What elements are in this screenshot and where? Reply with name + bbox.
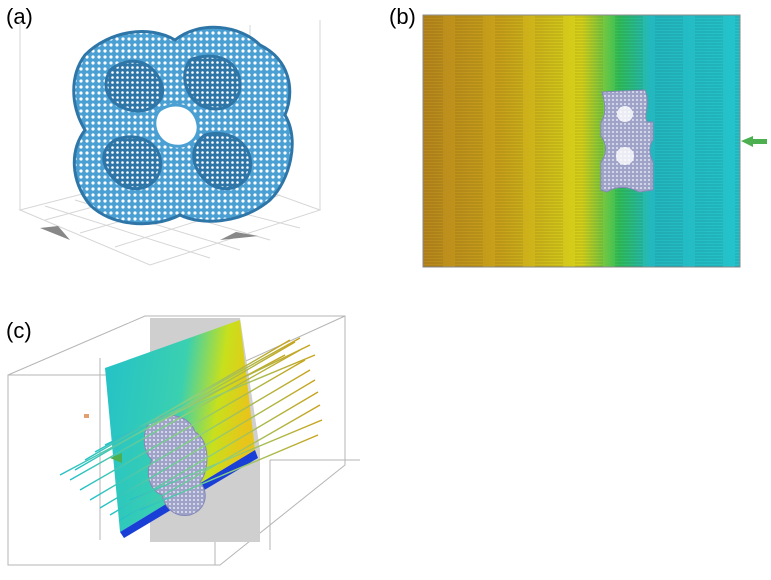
flow-field-top-view xyxy=(422,14,767,268)
gyroid-lattice xyxy=(72,25,294,226)
marker xyxy=(84,414,89,418)
gyroid-lattice-render xyxy=(18,20,322,266)
panel-label-a: (a) xyxy=(6,4,33,29)
flow-field-3d-view xyxy=(7,315,360,566)
lattice-cross-section xyxy=(600,89,654,193)
flow-field-3d-panel xyxy=(0,310,400,575)
inlet-arrow-icon xyxy=(741,136,767,147)
panel-label-b: (b) xyxy=(389,4,416,29)
streamlines xyxy=(59,337,323,521)
panel-label-c: (c) xyxy=(6,318,32,343)
flow-field-top-view-panel xyxy=(415,10,770,275)
gyroid-lattice-panel xyxy=(0,0,330,280)
inlet-arrow-icon xyxy=(110,453,122,463)
